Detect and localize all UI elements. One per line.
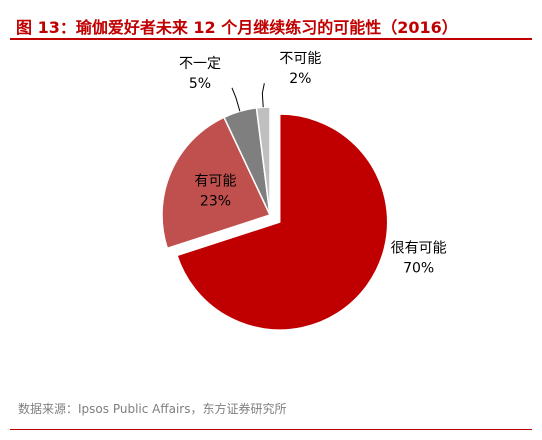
pie-chart: 很有可能 70% 有可能 23% 不一定 5% 不可能 2% [161, 51, 447, 331]
chart-title: 图 13：瑜伽爱好者未来 12 个月继续练习的可能性（2016） [16, 18, 458, 37]
chart-title-bar: 图 13：瑜伽爱好者未来 12 个月继续练习的可能性（2016） [10, 10, 532, 40]
pie-slice [161, 116, 272, 250]
leader-line [261, 83, 265, 108]
slice-value: 23% [200, 193, 231, 209]
source-footer: 数据来源：Ipsos Public Affairs，东方证券研究所 [10, 398, 532, 430]
slice-label: 不可能 [279, 51, 321, 67]
pie-chart-area: 很有可能 70% 有可能 23% 不一定 5% 不可能 2% [0, 40, 542, 390]
slice-label: 有可能 [194, 173, 236, 189]
slice-value: 2% [289, 71, 311, 87]
pie-slice [176, 113, 389, 331]
leader-line [231, 87, 241, 112]
slice-value: 70% [403, 260, 434, 276]
slice-label: 很有可能 [391, 240, 447, 256]
slice-label: 不一定 [179, 56, 221, 72]
source-note: 数据来源：Ipsos Public Affairs，东方证券研究所 [18, 402, 287, 416]
slice-value: 5% [189, 76, 211, 92]
